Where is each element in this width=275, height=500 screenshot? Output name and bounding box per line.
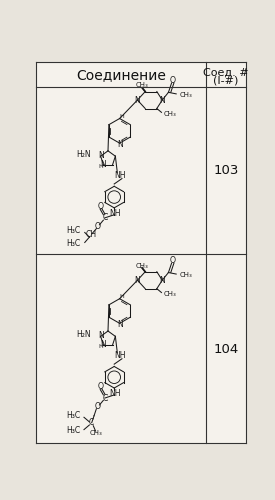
Text: Соед. #: Соед. # bbox=[203, 68, 249, 78]
Text: N: N bbox=[160, 276, 165, 284]
Text: N: N bbox=[160, 96, 165, 104]
Text: H: H bbox=[120, 114, 124, 118]
Text: H: H bbox=[98, 344, 103, 349]
Text: H₃C: H₃C bbox=[66, 426, 80, 435]
Text: CH₃: CH₃ bbox=[89, 430, 102, 436]
Text: O: O bbox=[169, 76, 175, 84]
Text: N: N bbox=[98, 330, 103, 340]
Text: N: N bbox=[117, 320, 122, 329]
Text: CH₃: CH₃ bbox=[136, 262, 148, 268]
Text: H₃C: H₃C bbox=[67, 411, 81, 420]
Text: C: C bbox=[89, 418, 94, 427]
Text: H₂N: H₂N bbox=[76, 330, 90, 340]
Text: H₃C: H₃C bbox=[67, 226, 81, 235]
Text: H: H bbox=[120, 294, 124, 299]
Text: O: O bbox=[95, 402, 101, 411]
Text: CH₃: CH₃ bbox=[164, 111, 177, 117]
Text: O: O bbox=[169, 256, 175, 264]
Text: N: N bbox=[134, 96, 140, 104]
Text: 103: 103 bbox=[213, 164, 238, 177]
Text: C: C bbox=[102, 214, 108, 222]
Text: 104: 104 bbox=[213, 343, 238, 356]
Text: CH₃: CH₃ bbox=[180, 272, 193, 278]
Text: N: N bbox=[134, 276, 140, 284]
Text: N: N bbox=[100, 160, 106, 170]
Text: H₂N: H₂N bbox=[76, 150, 90, 159]
Text: N: N bbox=[117, 140, 122, 149]
Text: N: N bbox=[98, 150, 103, 160]
Text: Соединение: Соединение bbox=[76, 68, 166, 82]
Text: NH: NH bbox=[115, 351, 126, 360]
Text: NH: NH bbox=[115, 171, 126, 180]
Text: O: O bbox=[97, 382, 103, 391]
Text: CH₃: CH₃ bbox=[164, 291, 177, 297]
Text: C: C bbox=[102, 394, 108, 402]
Text: NH: NH bbox=[109, 208, 121, 218]
Text: (I-#): (I-#) bbox=[213, 75, 238, 85]
Text: CH₃: CH₃ bbox=[136, 82, 148, 88]
Text: CH: CH bbox=[85, 230, 97, 238]
Text: O: O bbox=[97, 202, 103, 211]
Text: N: N bbox=[100, 340, 106, 349]
Text: O: O bbox=[95, 222, 101, 231]
Text: H₃C: H₃C bbox=[67, 239, 81, 248]
Text: NH: NH bbox=[109, 389, 121, 398]
Text: H: H bbox=[98, 164, 103, 169]
Text: CH₃: CH₃ bbox=[180, 92, 193, 98]
